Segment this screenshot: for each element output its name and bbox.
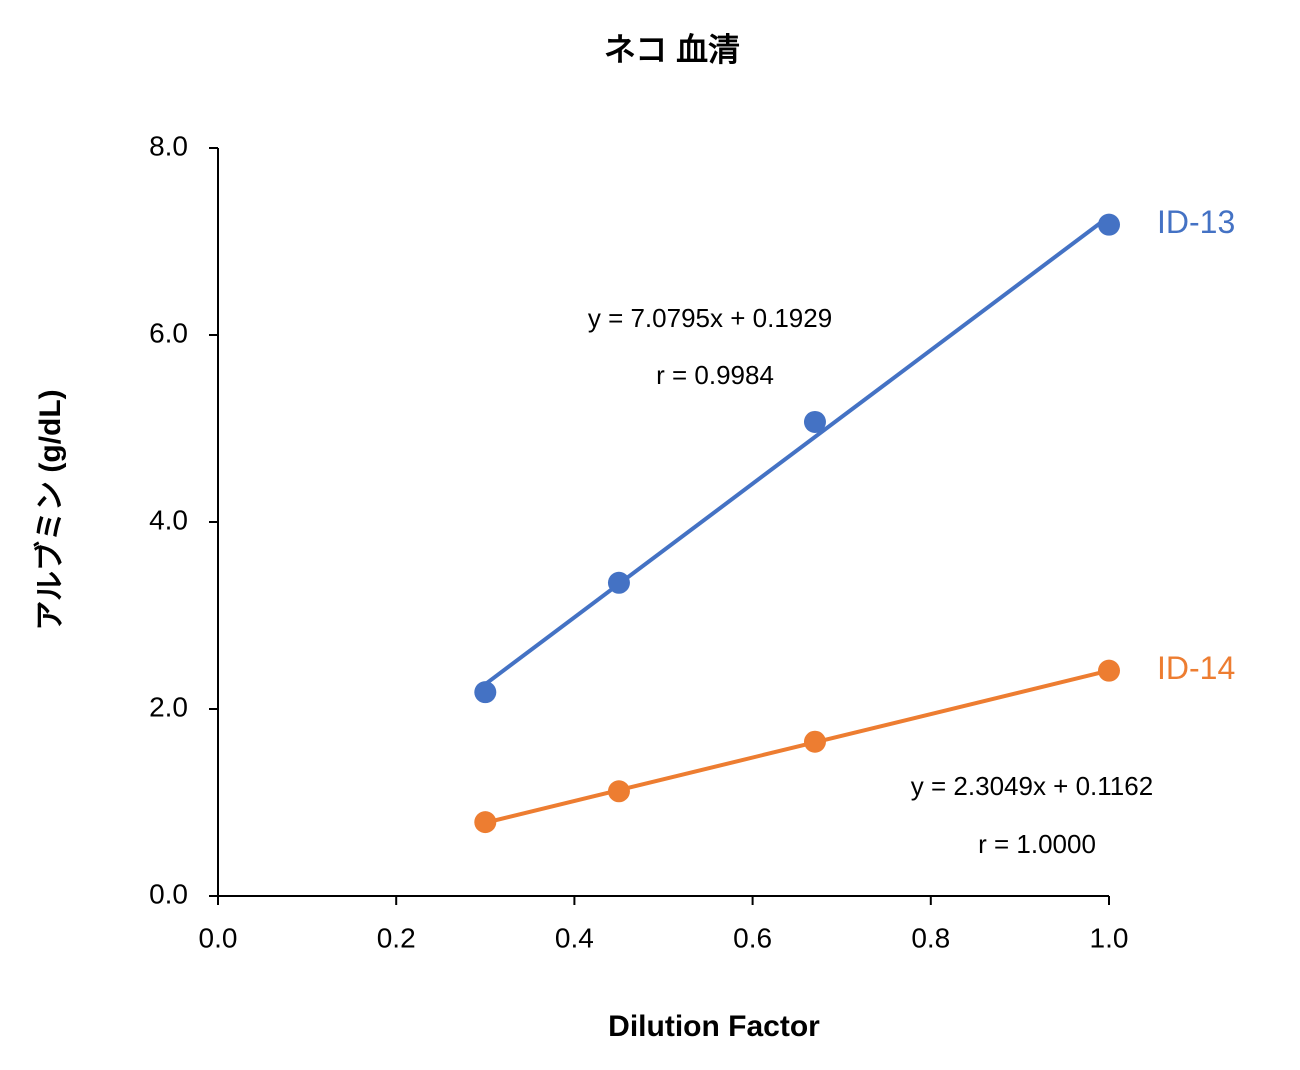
annotation: y = 7.0795x + 0.1929 (588, 303, 832, 333)
point (1098, 213, 1120, 236)
annotation: r = 1.0000 (978, 829, 1096, 859)
series-label: ID-14 (1157, 650, 1235, 686)
x-tick-label: 0.0 (199, 922, 238, 953)
point (607, 780, 630, 803)
x-tick-label: 0.2 (377, 922, 416, 953)
point (474, 811, 497, 834)
y-tick-label: 6.0 (149, 317, 188, 348)
point (803, 730, 826, 753)
y-tick-label: 4.0 (149, 504, 188, 535)
chart-title: ネコ 血清 (604, 31, 740, 67)
x-tick-label: 0.6 (733, 922, 772, 953)
point (474, 681, 497, 704)
y-tick-label: 2.0 (149, 691, 188, 722)
annotation: r = 0.9984 (656, 360, 774, 390)
point (1098, 659, 1120, 682)
trend-line (484, 668, 1110, 825)
x-tick-label: 0.4 (555, 922, 594, 953)
y-tick-label: 8.0 (149, 130, 188, 161)
trend-line (484, 214, 1111, 686)
point (803, 410, 826, 433)
point (607, 571, 630, 594)
y-tick-label: 0.0 (149, 878, 188, 909)
annotation: y = 2.3049x + 0.1162 (911, 771, 1153, 801)
x-tick-label: 0.8 (911, 922, 950, 953)
x-tick-label: 1.0 (1090, 922, 1129, 953)
series-label: ID-13 (1157, 204, 1235, 240)
x-axis-label: Dilution Factor (608, 1010, 820, 1043)
y-axis-label: アルブミン (g/dL) (33, 389, 67, 630)
